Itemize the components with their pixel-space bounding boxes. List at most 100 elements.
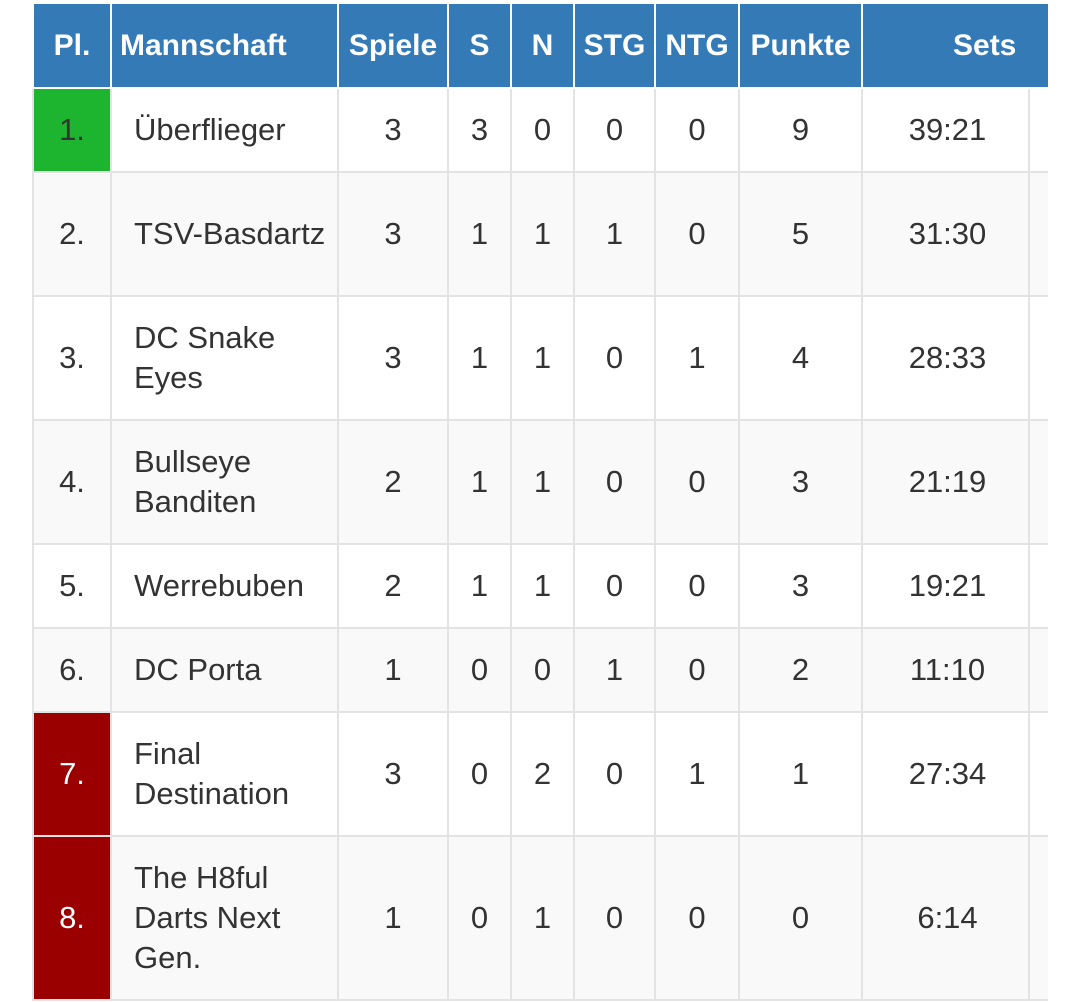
- games-cell: 1: [337, 627, 449, 713]
- set-difference-cell: 1: [1028, 87, 1048, 173]
- wins-cell: 3: [447, 87, 512, 173]
- games-cell: 3: [337, 295, 449, 421]
- games-cell: 3: [337, 711, 449, 837]
- games-cell: 2: [337, 543, 449, 629]
- team-name-cell[interactable]: DC Porta: [110, 627, 339, 713]
- stg-cell: 0: [573, 835, 656, 1001]
- rank-cell: 2.: [32, 171, 112, 297]
- points-cell: 9: [738, 87, 863, 173]
- wins-cell: 0: [447, 835, 512, 1001]
- team-name-cell[interactable]: DC Snake Eyes: [110, 295, 339, 421]
- points-cell: 1: [738, 711, 863, 837]
- losses-cell: 2: [510, 711, 575, 837]
- team-name-cell[interactable]: TSV-Basdartz: [110, 171, 339, 297]
- sets-cell: 31:30: [861, 171, 1030, 297]
- header-sets[interactable]: Sets: [861, 4, 1048, 89]
- wins-cell: 0: [447, 711, 512, 837]
- stg-cell: 0: [573, 419, 656, 545]
- table-header-row: Pl. Mannschaft Spiele S N STG NTG Punkte…: [32, 4, 1048, 89]
- losses-cell: 1: [510, 543, 575, 629]
- set-difference-cell: -: [1028, 835, 1048, 1001]
- stg-cell: 0: [573, 87, 656, 173]
- sets-cell: 21:19: [861, 419, 1030, 545]
- rank-cell: 4.: [32, 419, 112, 545]
- losses-cell: 1: [510, 835, 575, 1001]
- wins-cell: 1: [447, 171, 512, 297]
- wins-cell: 0: [447, 627, 512, 713]
- ntg-cell: 1: [654, 711, 740, 837]
- ntg-cell: 0: [654, 627, 740, 713]
- wins-cell: 1: [447, 543, 512, 629]
- ntg-cell: 0: [654, 171, 740, 297]
- header-wins[interactable]: S: [447, 4, 512, 89]
- standings-table: Pl. Mannschaft Spiele S N STG NTG Punkte…: [32, 4, 1048, 1001]
- ntg-cell: 0: [654, 87, 740, 173]
- losses-cell: 0: [510, 87, 575, 173]
- stg-cell: 1: [573, 627, 656, 713]
- set-difference-cell: 2: [1028, 419, 1048, 545]
- header-ntg[interactable]: NTG: [654, 4, 740, 89]
- stg-cell: 1: [573, 171, 656, 297]
- stg-cell: 0: [573, 295, 656, 421]
- sets-cell: 39:21: [861, 87, 1030, 173]
- games-cell: 1: [337, 835, 449, 1001]
- games-cell: 2: [337, 419, 449, 545]
- sets-cell: 28:33: [861, 295, 1030, 421]
- games-cell: 3: [337, 171, 449, 297]
- header-team[interactable]: Mannschaft: [110, 4, 339, 89]
- losses-cell: 0: [510, 627, 575, 713]
- team-name-cell[interactable]: Werrebuben: [110, 543, 339, 629]
- standings-table-container: Pl. Mannschaft Spiele S N STG NTG Punkte…: [32, 4, 1048, 1001]
- points-cell: 3: [738, 543, 863, 629]
- header-rank[interactable]: Pl.: [32, 4, 112, 89]
- losses-cell: 1: [510, 171, 575, 297]
- points-cell: 5: [738, 171, 863, 297]
- losses-cell: 1: [510, 295, 575, 421]
- set-difference-cell: -: [1028, 543, 1048, 629]
- points-cell: 3: [738, 419, 863, 545]
- header-games[interactable]: Spiele: [337, 4, 449, 89]
- points-cell: 4: [738, 295, 863, 421]
- stg-cell: 0: [573, 711, 656, 837]
- set-difference-cell: 1: [1028, 171, 1048, 297]
- header-points[interactable]: Punkte: [738, 4, 863, 89]
- rank-cell: 5.: [32, 543, 112, 629]
- sets-cell: 19:21: [861, 543, 1030, 629]
- sets-cell: 6:14: [861, 835, 1030, 1001]
- rank-cell: 1.: [32, 87, 112, 173]
- set-difference-cell: -: [1028, 711, 1048, 837]
- ntg-cell: 0: [654, 419, 740, 545]
- losses-cell: 1: [510, 419, 575, 545]
- games-cell: 3: [337, 87, 449, 173]
- sets-cell: 11:10: [861, 627, 1030, 713]
- team-name-cell[interactable]: Überflieger: [110, 87, 339, 173]
- sets-cell: 27:34: [861, 711, 1030, 837]
- header-losses[interactable]: N: [510, 4, 575, 89]
- wins-cell: 1: [447, 295, 512, 421]
- rank-cell: 6.: [32, 627, 112, 713]
- team-name-cell[interactable]: Bullseye Banditen: [110, 419, 339, 545]
- header-stg[interactable]: STG: [573, 4, 656, 89]
- wins-cell: 1: [447, 419, 512, 545]
- rank-cell: 3.: [32, 295, 112, 421]
- team-name-cell[interactable]: Final Destination: [110, 711, 339, 837]
- ntg-cell: 0: [654, 835, 740, 1001]
- rank-cell: 8.: [32, 835, 112, 1001]
- points-cell: 2: [738, 627, 863, 713]
- team-name-cell[interactable]: The H8ful Darts Next Gen.: [110, 835, 339, 1001]
- set-difference-cell: 1: [1028, 627, 1048, 713]
- rank-cell: 7.: [32, 711, 112, 837]
- ntg-cell: 0: [654, 543, 740, 629]
- set-difference-cell: -: [1028, 295, 1048, 421]
- ntg-cell: 1: [654, 295, 740, 421]
- points-cell: 0: [738, 835, 863, 1001]
- stg-cell: 0: [573, 543, 656, 629]
